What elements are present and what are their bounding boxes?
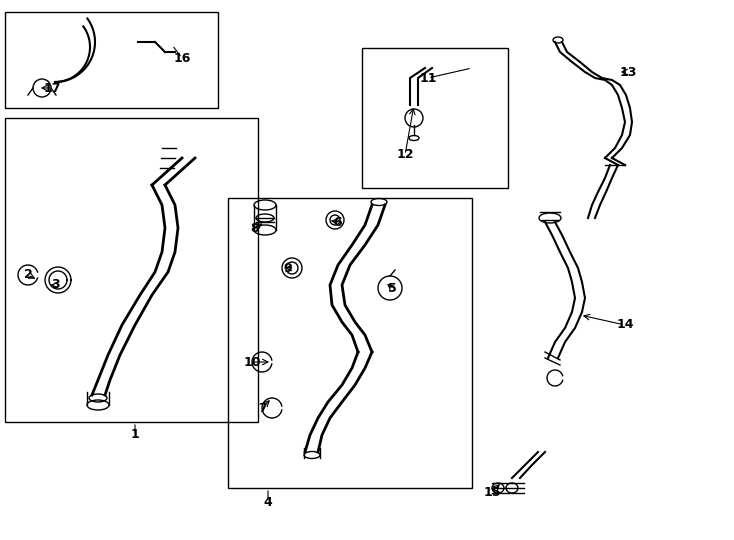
Text: 11: 11 <box>419 71 437 84</box>
Text: 12: 12 <box>396 148 414 161</box>
Text: 1: 1 <box>131 429 139 442</box>
Text: 5: 5 <box>388 281 396 294</box>
Text: 7: 7 <box>258 402 266 415</box>
Text: 14: 14 <box>617 319 633 332</box>
Text: 3: 3 <box>51 279 59 292</box>
Text: 10: 10 <box>243 355 261 368</box>
Text: 13: 13 <box>619 65 636 78</box>
Text: 4: 4 <box>264 496 272 509</box>
Text: 8: 8 <box>251 221 259 234</box>
Text: 15: 15 <box>483 485 501 498</box>
Text: 2: 2 <box>23 268 32 281</box>
Text: 17: 17 <box>43 82 61 94</box>
Text: 6: 6 <box>334 215 342 228</box>
Text: 9: 9 <box>283 261 292 274</box>
Text: 16: 16 <box>173 51 191 64</box>
